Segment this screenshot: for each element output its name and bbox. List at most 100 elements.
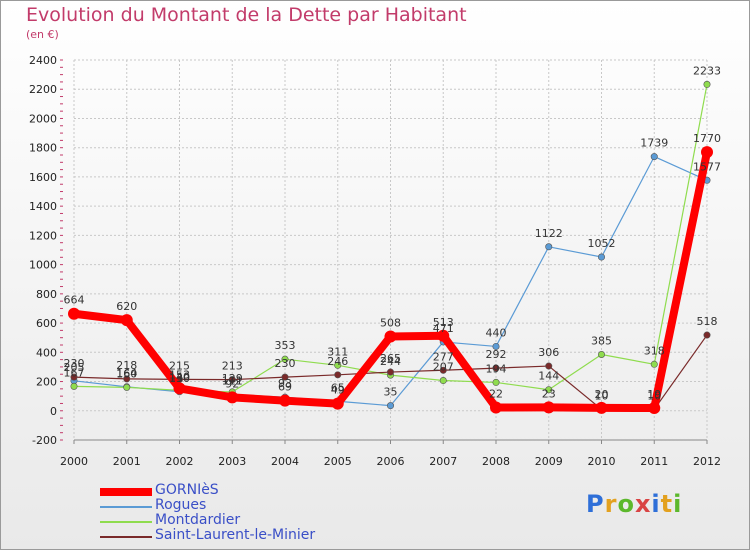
data-label: 265 [380, 352, 401, 365]
data-label: 140 [169, 370, 190, 383]
data-point [650, 360, 658, 368]
data-point [384, 330, 397, 343]
data-label: 129 [222, 372, 243, 385]
y-tick-label: -200 [32, 434, 57, 447]
data-point [490, 401, 502, 414]
data-point [70, 382, 78, 390]
legend: GORNIèS Rogues Montdardier Saint-Laurent-le… [100, 482, 360, 544]
data-label: 23 [542, 387, 556, 400]
data-label: 292 [486, 348, 507, 361]
legend-item: Rogues [100, 497, 360, 514]
data-label: 49 [331, 384, 345, 397]
data-label: 230 [275, 357, 296, 370]
y-tick-label: 200 [36, 376, 57, 389]
data-label: 35 [384, 386, 398, 399]
data-point [173, 382, 186, 395]
data-label: 93 [278, 377, 292, 390]
axes: -200 0 200 400 600 800 1000 1200 1400 1600 1800 200… [29, 54, 721, 468]
data-label: 218 [116, 359, 137, 372]
data-point [595, 401, 608, 414]
data-point [492, 378, 500, 386]
y-tick-label: 400 [36, 346, 57, 359]
y-tick-label: 1800 [29, 142, 57, 155]
data-point [334, 361, 342, 369]
data-point [279, 394, 291, 407]
data-point [437, 329, 450, 342]
y-tick-label: 1600 [29, 171, 57, 184]
data-label: 160 [116, 367, 137, 380]
y-tick-label: 0 [50, 405, 57, 418]
data-label: 144 [538, 370, 559, 383]
data-label: 471 [433, 322, 454, 335]
x-tick-label: 2009 [535, 455, 563, 468]
y-tick-label: 2200 [29, 83, 57, 96]
data-point [703, 331, 711, 339]
legend-item: GORNIèS [100, 482, 360, 499]
data-label: 664 [64, 294, 85, 307]
data-point [123, 383, 131, 391]
data-label: 620 [116, 300, 137, 313]
x-tick-label: 2001 [113, 455, 141, 468]
data-point [70, 373, 78, 381]
data-label: 167 [64, 366, 85, 379]
data-point [439, 366, 447, 374]
data-label: 130 [169, 372, 190, 385]
x-tick-label: 2007 [429, 455, 457, 468]
data-point [68, 307, 80, 320]
data-point [386, 402, 394, 410]
data-label: 508 [380, 317, 401, 330]
data-label: 69 [278, 381, 292, 394]
logo-letter: t [660, 490, 674, 518]
data-label: 153 [169, 368, 190, 381]
data-point [648, 401, 661, 414]
legend-item: Saint-Laurent-le-Minier [100, 527, 360, 544]
data-point [542, 401, 555, 414]
data-label: 1122 [535, 227, 563, 240]
chart-unit: (en €) [26, 28, 59, 41]
data-label: 10 [595, 389, 609, 402]
data-point [331, 397, 344, 410]
data-label: 207 [433, 361, 454, 374]
data-label: 1577 [693, 160, 721, 173]
data-point [226, 391, 239, 404]
x-tick-label: 2012 [693, 455, 721, 468]
data-label: 92 [225, 377, 239, 390]
logo-letter: r [604, 490, 618, 518]
y-tick-label: 1000 [29, 259, 57, 272]
data-point [492, 342, 500, 350]
logo-letter: i [673, 490, 683, 518]
logo-letter: x [634, 490, 652, 518]
data-label: 244 [380, 355, 401, 368]
data-label: 440 [486, 326, 507, 339]
logo-letter: P [586, 490, 605, 518]
data-label: 311 [327, 345, 348, 358]
data-label: 205 [64, 361, 85, 374]
data-label: 164 [116, 367, 137, 380]
data-point [545, 243, 553, 251]
data-point [386, 368, 394, 376]
data-point [650, 153, 658, 161]
data-label: 2233 [693, 64, 721, 77]
proxiti-logo: Proxiti [586, 490, 682, 518]
legend-swatch [100, 488, 152, 496]
data-point [545, 386, 553, 394]
data-point [597, 350, 605, 358]
data-label: 10 [647, 389, 661, 402]
x-tick-label: 2011 [640, 455, 668, 468]
data-label: 1770 [693, 132, 721, 145]
data-label: 65 [331, 381, 345, 394]
data-label: 306 [538, 346, 559, 359]
data-label: 215 [169, 359, 190, 372]
data-point [281, 355, 289, 363]
y-tick-label: 1400 [29, 200, 57, 213]
y-tick-label: 2000 [29, 112, 57, 125]
data-label: 513 [433, 316, 454, 329]
x-tick-label: 2000 [60, 455, 88, 468]
y-tick-label: 2400 [29, 54, 57, 67]
logo-letter: o [617, 490, 635, 518]
x-tick-label: 2003 [218, 455, 246, 468]
y-tick-label: 600 [36, 317, 57, 330]
data-point [228, 376, 236, 384]
data-point [334, 371, 342, 379]
